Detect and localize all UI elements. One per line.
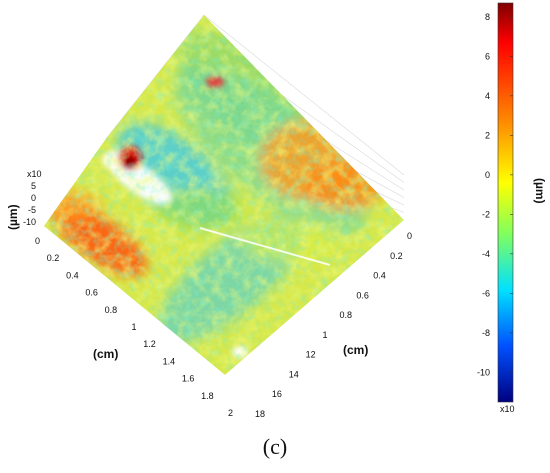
y-tick-label: 16 (272, 389, 282, 399)
y-tick-label: 14 (289, 369, 299, 379)
colorbar-label: (µm) (533, 178, 547, 204)
x-tick-label: 1.2 (143, 339, 156, 349)
x-tick-label: 1.4 (163, 356, 176, 366)
x-tick-label: 0.4 (66, 270, 79, 280)
colorbar-tick-label: -10 (477, 367, 490, 377)
y-tick-label: 0.8 (339, 310, 352, 320)
y-tick-label: 1 (323, 330, 328, 340)
y-tick-label: 18 (255, 409, 265, 419)
colorbar-tick-label: 8 (485, 12, 490, 22)
colorbar-tick-label: -8 (482, 328, 490, 338)
colorbar-tick-label: -2 (482, 209, 490, 219)
z-tick-label: 0 (31, 193, 36, 203)
y-tick-label: 12 (306, 350, 316, 360)
z-tick-label: 5 (31, 181, 36, 191)
colorbar-tick-label: 4 (485, 91, 490, 101)
z-tick-label: -5 (28, 205, 36, 215)
z-axis-label: (µm) (6, 204, 20, 230)
y-axis-label: (cm) (343, 343, 368, 357)
y-tick-label: 0.6 (356, 290, 369, 300)
x-tick-label: 0.6 (85, 288, 98, 298)
x-tick-label: 1.8 (201, 391, 214, 401)
y-axis-ticks: 0 0.2 0.4 0.6 0.8 1 12 14 16 18 (255, 231, 412, 419)
colorbar: 8 6 4 2 0 -2 -4 -6 -8 -10 (µm) x10 (477, 2, 547, 414)
colorbar-gradient (497, 2, 514, 403)
colorbar-tick-label: 6 (485, 51, 490, 61)
x-axis-label: (cm) (93, 347, 118, 361)
x-axis-ticks: 0 0.2 0.4 0.6 0.8 1 1.2 1.4 1.6 1.8 2 (35, 236, 233, 418)
z-axis-ticks: 5 0 -5 -10 (23, 181, 36, 227)
x-tick-label: 0 (35, 236, 40, 246)
y-tick-label: 0 (407, 231, 412, 241)
y-tick-label: 0.2 (390, 251, 403, 261)
z-tick-label: -10 (23, 217, 36, 227)
y-tick-label: 0.4 (373, 271, 386, 281)
colorbar-tick-label: -6 (482, 288, 490, 298)
x-tick-label: 0.2 (47, 253, 60, 263)
x-tick-label: 1 (131, 322, 136, 332)
z-axis-multiplier: x10 (27, 169, 42, 179)
colorbar-tick-label: 2 (485, 130, 490, 140)
colorbar-tick-label: 0 (485, 170, 490, 180)
panel-label: (c) (262, 434, 288, 459)
x-tick-label: 1.6 (182, 374, 195, 384)
x-tick-label: 2 (228, 408, 233, 418)
x-tick-label: 0.8 (105, 305, 118, 315)
colorbar-multiplier: x10 (500, 404, 515, 414)
colorbar-tick-label: -4 (482, 249, 490, 259)
